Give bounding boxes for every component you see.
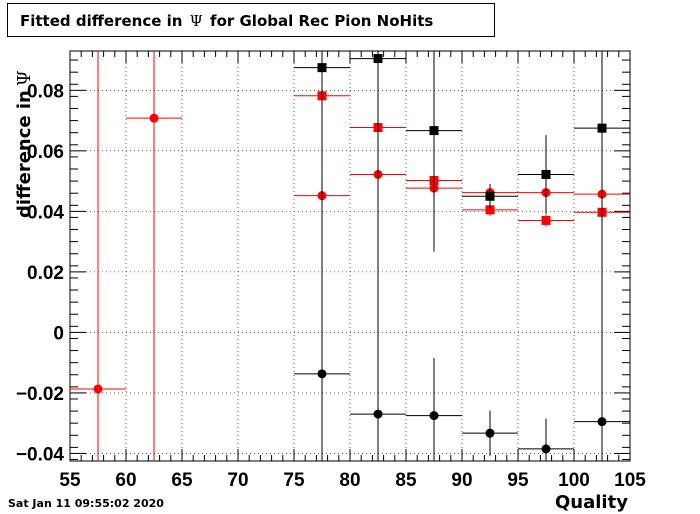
y-tick-label: 0.08	[27, 81, 64, 102]
data-point-square	[485, 191, 495, 201]
timestamp: Sat Jan 11 09:55:02 2020	[8, 497, 164, 510]
x-tick-label: 90	[451, 470, 472, 491]
y-tick-label: 0.02	[27, 263, 64, 284]
data-point-square	[317, 63, 327, 73]
y-tick-label: 0.06	[27, 142, 64, 163]
x-tick-label: 100	[558, 470, 590, 491]
x-tick-label: 65	[171, 470, 193, 491]
data-point-square	[597, 123, 607, 133]
data-point-square	[373, 54, 383, 64]
data-point-circle	[373, 409, 383, 419]
y-tick-label: 0	[53, 323, 64, 344]
x-tick-label: 75	[283, 470, 305, 491]
chart-title-main: Fitted difference in	[20, 12, 183, 30]
data-point-circle	[149, 113, 159, 123]
x-tick-label: 60	[115, 470, 136, 491]
y-tick-label: −0.02	[16, 384, 64, 405]
data-point-circle	[485, 428, 495, 438]
data-point-square	[485, 205, 495, 215]
y-axis-label-text: difference in	[14, 90, 35, 218]
chart-title-symbol: Ψ	[189, 12, 203, 30]
data-point-square	[541, 215, 551, 225]
data-point-square	[429, 126, 439, 136]
x-tick-label: 105	[614, 470, 646, 491]
data-point-square	[541, 169, 551, 179]
x-axis-label: Quality	[555, 492, 628, 513]
x-tick-label: 55	[59, 470, 81, 491]
x-tick-label: 80	[339, 470, 360, 491]
data-point-circle	[541, 444, 551, 454]
data-point-circle	[317, 369, 327, 379]
chart-title: Fitted difference in Ψ for Global Rec Pi…	[20, 12, 433, 30]
y-tick-label: −0.04	[16, 444, 65, 465]
chart-title-box: Fitted difference in Ψ for Global Rec Pi…	[7, 3, 495, 37]
data-point-circle	[93, 384, 103, 394]
x-tick-label: 95	[507, 470, 529, 491]
x-tick-label: 85	[395, 470, 417, 491]
y-axis-label-symbol: Ψ	[14, 70, 35, 87]
chart-title-suffix: for Global Rec Pion NoHits	[210, 12, 434, 30]
y-axis-label: difference in Ψ	[14, 70, 35, 218]
data-point-circle	[429, 411, 439, 421]
x-tick-label: 70	[227, 470, 248, 491]
y-tick-label: 0.04	[27, 202, 64, 223]
